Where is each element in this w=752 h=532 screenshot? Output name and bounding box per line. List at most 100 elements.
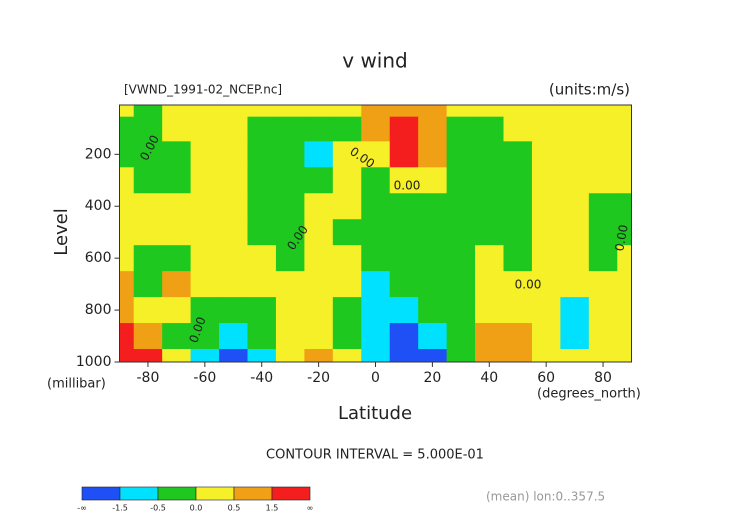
contour-cell: [190, 349, 220, 363]
contour-cell: [389, 219, 419, 246]
contour-cell: [275, 167, 305, 194]
contour-cell: [617, 141, 632, 168]
contour-cell: [560, 141, 590, 168]
chart-title: v wind: [342, 49, 407, 73]
contour-cell: [219, 219, 248, 246]
contour-cell: [275, 219, 305, 246]
contour-cell: [446, 167, 476, 194]
contour-cell: [275, 245, 305, 272]
contour-cell: [247, 193, 277, 220]
contour-cell: [332, 219, 362, 246]
contour-cell: [332, 193, 362, 220]
contour-cell: [332, 323, 362, 350]
contour-cell: [190, 323, 220, 350]
contour-cell: [503, 245, 533, 272]
x-tick-label: -80: [137, 370, 160, 386]
contour-cell: [190, 105, 220, 118]
contour-cell: [503, 323, 533, 350]
colorbar-label: 0.5: [228, 504, 241, 513]
contour-cell: [503, 141, 533, 168]
x-tick-label: 20: [423, 370, 441, 386]
contour-cell: [446, 323, 476, 350]
contour-cell: [588, 323, 618, 350]
contour-cell: [275, 349, 305, 363]
contour-cell: [475, 219, 504, 246]
contour-cell: [475, 297, 504, 324]
colorbar-swatch: [81, 486, 121, 501]
contour-cell: [475, 323, 504, 350]
contour-cell: [162, 116, 192, 142]
contour-cell: [247, 245, 277, 272]
contour-cell: [588, 349, 618, 363]
x-tick-label: -40: [250, 370, 273, 386]
contour-cell: [531, 167, 561, 194]
y-tick-label: 800: [85, 302, 112, 318]
contour-cell: [304, 116, 334, 142]
contour-cell: [304, 297, 334, 324]
x-tick-label: -60: [193, 370, 216, 386]
contour-cell: [503, 219, 533, 246]
contour-cell: [119, 323, 135, 350]
contour-cell: [617, 349, 632, 363]
contour-cell: [475, 193, 504, 220]
contour-cell: [162, 105, 192, 118]
note: (mean) lon:0..357.5: [486, 490, 605, 504]
contour-cell: [361, 349, 391, 363]
contour-cell: [190, 271, 220, 298]
contour-cell: [475, 105, 504, 118]
contour-cell: [361, 167, 391, 194]
contour-cell: [133, 167, 163, 194]
colorbar-label: -0.5: [150, 504, 166, 513]
contour-cell: [503, 167, 533, 194]
contour-cell: [133, 323, 163, 350]
contour-cell: [332, 271, 362, 298]
contour-cell: [247, 219, 277, 246]
contour-cell: [531, 271, 561, 298]
contour-cell: [361, 271, 391, 298]
contour-cell: [418, 323, 448, 350]
contour-cell: [275, 141, 305, 168]
contour-cell: [304, 245, 334, 272]
contour-cell: [389, 349, 419, 363]
contour-cell: [133, 245, 163, 272]
contour-cell: [503, 297, 533, 324]
contour-cell: [617, 105, 632, 118]
contour-cell: [361, 297, 391, 324]
contour-cell: [588, 297, 618, 324]
contour-cell: [475, 116, 504, 142]
contour-cell: [560, 219, 590, 246]
contour-cell: [133, 193, 163, 220]
contour-cell: [588, 219, 618, 246]
contour-cell: [162, 297, 192, 324]
contour-cell: [119, 245, 135, 272]
contour-cell: [275, 297, 305, 324]
contour-cell: [190, 141, 220, 168]
contour-cell: [446, 116, 476, 142]
contour-cell: [304, 105, 334, 118]
contour-cell: [247, 323, 277, 350]
contour-label: 0.00: [612, 224, 630, 253]
contour-cell: [588, 245, 618, 272]
contour-cell: [275, 193, 305, 220]
contour-cell: [119, 297, 135, 324]
contour-cell: [304, 141, 334, 168]
contour-cell: [219, 271, 248, 298]
contour-cell: [588, 167, 618, 194]
contour-cell: [446, 141, 476, 168]
contour-cell: [617, 193, 632, 220]
contour-cell: [560, 105, 590, 118]
contour-cell: [133, 297, 163, 324]
contour-cell: [275, 323, 305, 350]
contour-cell: [275, 116, 305, 142]
contour-cell: [446, 271, 476, 298]
contour-cell: [503, 193, 533, 220]
contour-cell: [531, 219, 561, 246]
y-tick-label: 1000: [76, 354, 112, 370]
contour-cell: [332, 141, 362, 168]
contour-cell: [475, 141, 504, 168]
contour-cell: [332, 105, 362, 118]
contour-cell: [418, 297, 448, 324]
contour-cell: [503, 105, 533, 118]
contour-cell: [162, 141, 192, 168]
contour-cell: [446, 193, 476, 220]
